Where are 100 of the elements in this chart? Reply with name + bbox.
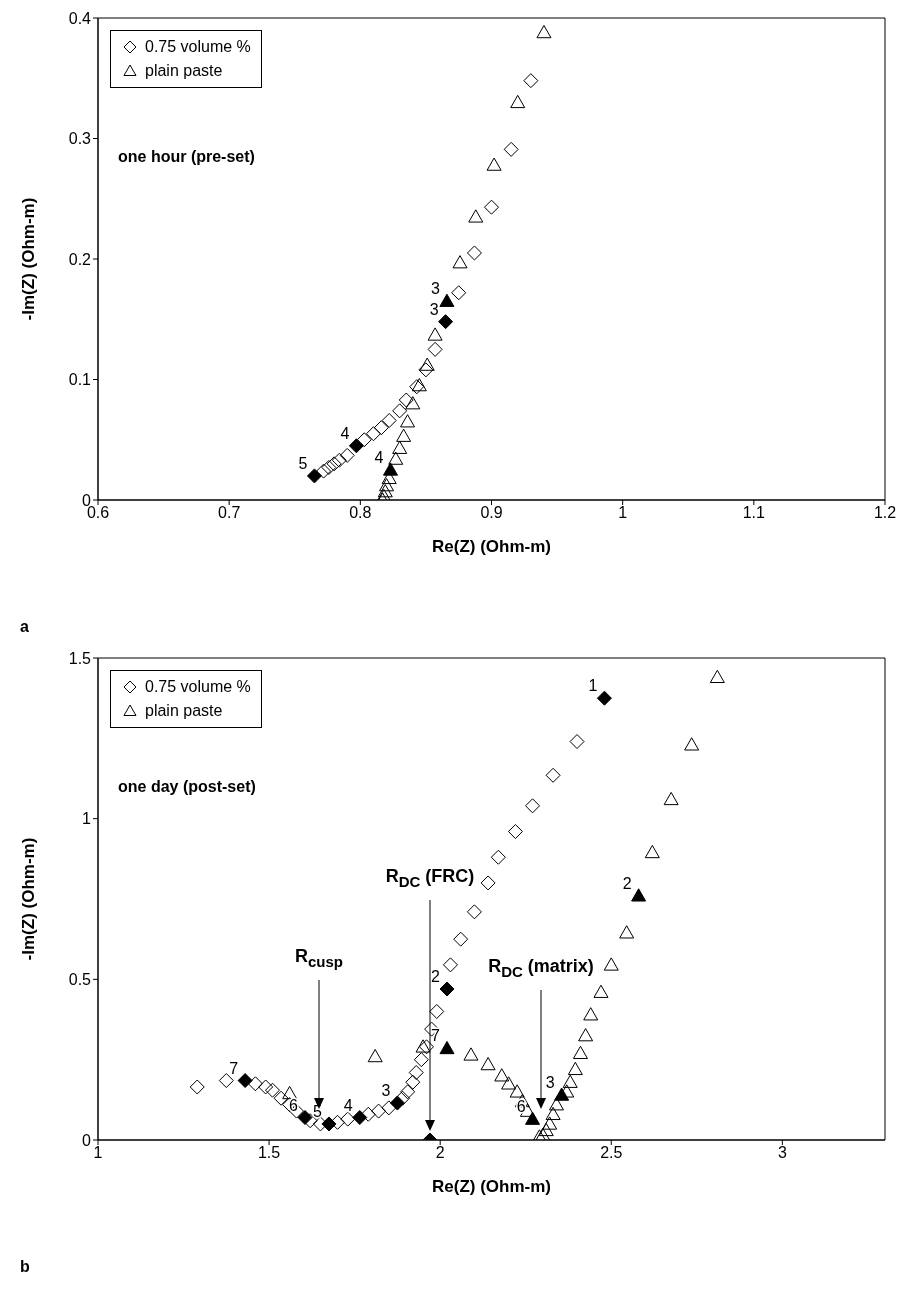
point [525, 1111, 541, 1125]
point [418, 362, 434, 378]
point [490, 849, 506, 865]
annotation: one hour (pre-set) [118, 148, 255, 166]
point [282, 1085, 298, 1100]
point [438, 314, 454, 330]
legend-label: plain paste [145, 61, 223, 81]
x-tick-label: 1.2 [873, 504, 897, 522]
point [218, 1073, 234, 1089]
y-axis-title: -Im(Z) (Ohm-m) [19, 197, 39, 321]
point [321, 1116, 337, 1132]
point [480, 875, 496, 891]
point [631, 888, 647, 902]
text: b [20, 1258, 30, 1276]
point [510, 94, 526, 109]
x-tick-label: 0.8 [349, 504, 372, 522]
legend-label: 0.75 volume % [145, 677, 251, 697]
annotation: R$_{DC}$ (FRC) [385, 866, 475, 890]
x-axis-title: Re(Z) (Ohm-m) [432, 537, 551, 556]
y-tick-label: 0.3 [68, 130, 92, 148]
point [400, 414, 416, 428]
point [330, 1114, 346, 1130]
annotation: 4 [340, 424, 350, 442]
x-tick-label: 1 [618, 504, 628, 522]
point [265, 1082, 281, 1098]
point [509, 1084, 525, 1098]
y-axis-title: -Im(Z) (Ohm-m) [19, 837, 39, 961]
point [442, 957, 458, 973]
annotation: one day (post-set) [118, 778, 256, 796]
annotation: 7 [229, 1059, 239, 1077]
point [383, 462, 398, 476]
point [466, 904, 482, 920]
point [603, 957, 619, 971]
point [306, 468, 322, 484]
point [572, 1045, 588, 1059]
point [340, 1111, 356, 1127]
point [395, 1090, 411, 1106]
point [331, 452, 347, 468]
y-tick-label: 0.4 [68, 9, 92, 27]
point [429, 1003, 445, 1019]
point [554, 1087, 570, 1101]
y-tick-label: 1 [82, 810, 92, 828]
point [237, 1073, 253, 1089]
point [501, 1076, 517, 1090]
point [709, 669, 725, 684]
point [367, 1048, 383, 1063]
point [413, 1052, 429, 1068]
point [352, 1110, 368, 1126]
point [484, 199, 499, 215]
point [523, 73, 539, 89]
point [398, 392, 414, 408]
point [273, 1090, 289, 1106]
point [189, 1079, 205, 1095]
point [297, 1110, 313, 1126]
point [619, 925, 635, 939]
point [466, 245, 482, 261]
point [247, 1076, 263, 1092]
x-tick-label: 2 [435, 1144, 445, 1162]
y-tick-label: 0.1 [68, 371, 92, 389]
point [480, 1056, 496, 1071]
point [408, 1065, 424, 1081]
point [593, 984, 609, 998]
point [535, 1127, 551, 1140]
point [396, 428, 412, 442]
point [339, 447, 355, 463]
x-tick-label: 1.5 [257, 1144, 281, 1162]
point [468, 209, 484, 223]
x-axis-title: Re(Z) (Ohm-m) [432, 1177, 551, 1196]
point [452, 255, 468, 269]
point [439, 293, 455, 307]
point [494, 1068, 510, 1082]
annotation: R$_{cusp}$ [294, 946, 344, 970]
point [503, 141, 519, 157]
point [427, 327, 443, 341]
y-tick-label: 1.5 [68, 649, 92, 667]
point [392, 440, 408, 454]
annotation: 2 [431, 967, 441, 985]
point [365, 426, 381, 442]
point [684, 737, 700, 751]
point [427, 341, 443, 357]
point [439, 981, 455, 997]
point [405, 396, 421, 410]
point [356, 432, 372, 448]
legend-label: plain paste [145, 701, 223, 721]
annotation: 4 [374, 448, 384, 466]
annotation: R$_{DC}$ (matrix) [488, 956, 594, 980]
y-tick-label: 0 [82, 1131, 92, 1149]
point [371, 1103, 387, 1119]
point [373, 420, 389, 436]
point [463, 1047, 479, 1061]
legend-label: 0.75 volume % [145, 37, 251, 57]
point [545, 1106, 561, 1121]
point [381, 1100, 397, 1116]
y-tick-label: 0.2 [68, 250, 92, 268]
annotation: 3 [545, 1074, 555, 1092]
x-tick-label: 1.1 [742, 504, 766, 522]
point [360, 1106, 376, 1122]
annotation: 2 [622, 874, 632, 892]
point [525, 798, 541, 814]
point [507, 824, 523, 840]
